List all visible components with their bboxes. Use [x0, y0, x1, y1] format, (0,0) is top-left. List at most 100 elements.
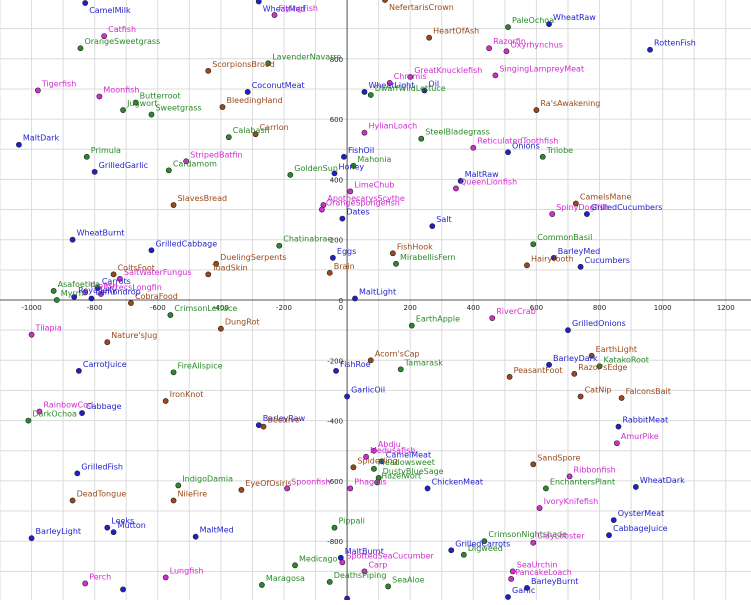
data-point[interactable] — [566, 473, 573, 480]
data-point[interactable] — [276, 242, 283, 249]
data-point[interactable] — [213, 260, 220, 267]
data-point[interactable] — [205, 271, 212, 278]
data-point[interactable] — [577, 263, 584, 270]
data-point[interactable] — [96, 93, 103, 100]
data-point[interactable] — [91, 168, 98, 175]
data-point[interactable] — [448, 547, 455, 554]
data-point[interactable] — [88, 295, 95, 302]
data-point[interactable] — [69, 236, 76, 243]
data-point[interactable] — [618, 395, 625, 401]
data-point[interactable] — [331, 524, 338, 531]
data-point[interactable] — [339, 559, 346, 566]
data-point[interactable] — [330, 254, 336, 261]
data-point[interactable] — [407, 73, 414, 80]
data-point[interactable] — [565, 327, 571, 334]
data-point[interactable] — [508, 575, 515, 582]
data-point[interactable] — [110, 271, 117, 278]
data-point[interactable] — [453, 185, 459, 192]
data-point[interactable] — [170, 369, 177, 376]
data-point[interactable] — [385, 583, 392, 590]
data-point[interactable] — [128, 300, 134, 306]
data-point[interactable] — [167, 312, 174, 318]
data-point[interactable] — [389, 250, 396, 257]
data-point[interactable] — [16, 141, 22, 148]
data-point[interactable] — [162, 398, 169, 404]
data-point[interactable] — [584, 211, 590, 217]
data-point[interactable] — [74, 470, 81, 477]
data-point[interactable] — [505, 24, 511, 31]
data-point[interactable] — [647, 46, 653, 53]
data-point[interactable] — [53, 297, 60, 303]
data-point[interactable] — [486, 45, 492, 52]
data-point[interactable] — [533, 107, 540, 113]
data-point[interactable] — [347, 188, 354, 195]
data-point[interactable] — [344, 393, 351, 400]
data-point[interactable] — [28, 535, 35, 542]
data-point[interactable] — [170, 497, 177, 504]
data-point[interactable] — [361, 89, 368, 95]
data-point[interactable] — [120, 107, 126, 113]
data-point[interactable] — [382, 0, 388, 3]
data-point[interactable] — [252, 131, 259, 138]
data-point[interactable] — [292, 562, 298, 569]
data-point[interactable] — [492, 72, 499, 79]
data-point[interactable] — [98, 291, 104, 297]
data-point[interactable] — [572, 200, 579, 207]
data-point[interactable] — [361, 129, 368, 136]
data-point[interactable] — [333, 367, 339, 374]
data-point[interactable] — [71, 294, 78, 300]
data-point[interactable] — [82, 289, 89, 296]
data-point[interactable] — [34, 87, 41, 94]
data-point[interactable] — [25, 417, 32, 424]
data-point[interactable] — [588, 352, 595, 359]
data-point[interactable] — [255, 0, 262, 5]
data-point[interactable] — [613, 440, 620, 447]
data-point[interactable] — [104, 524, 111, 531]
data-point[interactable] — [421, 87, 428, 94]
data-point[interactable] — [101, 33, 108, 40]
data-point[interactable] — [331, 170, 338, 177]
data-point[interactable] — [530, 461, 537, 468]
data-point[interactable] — [192, 533, 199, 540]
data-point[interactable] — [503, 48, 510, 55]
data-point[interactable] — [350, 162, 357, 169]
data-point[interactable] — [371, 447, 377, 454]
data-point[interactable] — [505, 149, 511, 156]
data-point[interactable] — [610, 517, 617, 524]
data-point[interactable] — [318, 206, 325, 213]
data-point[interactable] — [546, 361, 552, 368]
data-point[interactable] — [606, 532, 612, 539]
data-point[interactable] — [339, 215, 346, 222]
data-point[interactable] — [539, 153, 546, 160]
data-point[interactable] — [577, 393, 584, 400]
data-point[interactable] — [205, 67, 212, 74]
data-point[interactable] — [350, 464, 357, 471]
data-point[interactable] — [50, 288, 57, 294]
data-point[interactable] — [148, 247, 155, 254]
data-point[interactable] — [530, 241, 537, 248]
data-point[interactable] — [132, 99, 139, 106]
data-point[interactable] — [506, 373, 513, 380]
data-point[interactable] — [175, 482, 182, 489]
data-point[interactable] — [596, 363, 603, 370]
data-point[interactable] — [397, 366, 404, 373]
data-point[interactable] — [408, 322, 415, 329]
data-point[interactable] — [259, 582, 265, 588]
data-point[interactable] — [571, 370, 578, 377]
data-point[interactable] — [530, 539, 537, 546]
data-point[interactable] — [524, 262, 530, 269]
data-point[interactable] — [386, 80, 393, 86]
data-point[interactable] — [460, 551, 467, 558]
data-point[interactable] — [424, 485, 431, 492]
data-point[interactable] — [260, 423, 267, 430]
data-point[interactable] — [326, 579, 333, 585]
data-point[interactable] — [505, 594, 511, 600]
data-point[interactable] — [69, 497, 76, 504]
data-point[interactable] — [489, 315, 496, 321]
data-point[interactable] — [82, 580, 89, 587]
data-point[interactable] — [75, 367, 82, 374]
data-point[interactable] — [457, 178, 464, 184]
data-point[interactable] — [378, 458, 385, 465]
data-point[interactable] — [615, 423, 622, 430]
data-point[interactable] — [367, 357, 374, 364]
